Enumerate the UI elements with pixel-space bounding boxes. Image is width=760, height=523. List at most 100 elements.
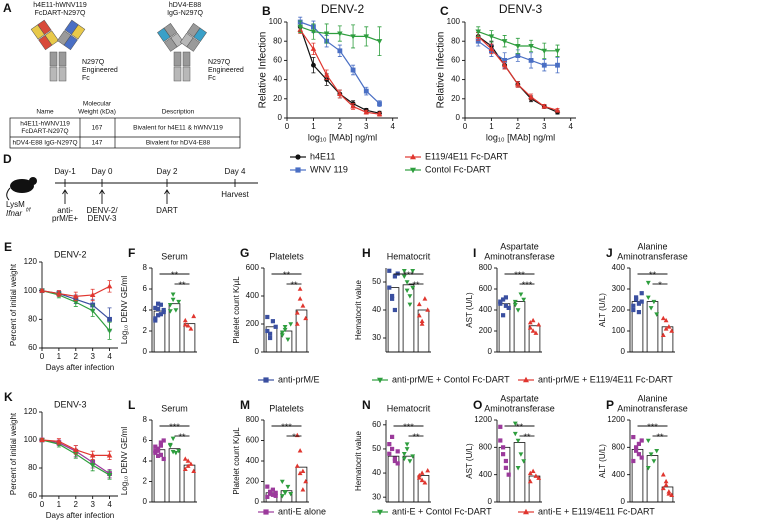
y-tick-label: 60 [28,491,37,500]
molecule-note: Engineered [208,67,244,74]
data-point [303,315,309,321]
data-point [555,62,560,68]
chart-title: Aminotransferase [617,403,688,413]
table-header: Molecular [83,101,112,108]
bar [528,325,541,353]
y-tick-label: 0 [143,347,148,356]
data-point [387,442,392,447]
data-point [475,38,481,44]
data-point [167,442,173,448]
data-point [518,292,524,297]
bar [402,284,415,353]
data-point [663,326,669,331]
data-point [377,101,382,106]
data-point [173,308,179,313]
y-tick-label: 300 [612,284,626,293]
event-arrow [99,189,105,204]
y-tick-label: 4 [143,305,148,314]
significance-label: ** [290,280,298,290]
data-point [182,322,188,327]
y-axis-label: Hematocrit value [354,430,363,491]
data-point [279,333,285,338]
x-axis-label: Days after infection [46,511,114,520]
molecule-note: Engineered [82,67,118,74]
chart-title: DENV-3 [499,2,543,16]
data-point [416,312,422,318]
significance-label: *** [514,270,525,280]
panel-letter: E [4,240,12,254]
data-point [654,448,660,454]
data-point [506,305,511,310]
y-axis-label: Relative Infection [258,32,269,109]
data-point [153,316,158,321]
data-point [515,466,521,471]
data-point [297,286,303,291]
x-tick-label: 3 [90,500,95,509]
data-point [158,312,163,317]
y-tick-label: 0 [456,113,461,122]
y-tick-label: 60 [451,56,460,65]
event-label: DART [156,206,178,215]
data-point [392,458,397,464]
y-tick-label: 600 [479,284,493,293]
data-point [39,437,45,443]
chart-title: Alanine [637,241,667,251]
panel-letter: N [362,398,371,412]
legend-marker [410,167,416,174]
y-tick-label: 400 [246,456,260,465]
data-point [498,438,503,443]
data-point [503,295,508,300]
y-tick-label: 120 [24,257,38,266]
y-tick-label: 100 [24,435,38,444]
y-tick-label: 60 [28,343,37,352]
data-point [651,459,657,464]
data-point [654,312,660,317]
data-point [363,88,369,94]
data-point [515,43,521,49]
x-axis-label: Days after infection [46,363,114,372]
data-point [660,485,666,491]
data-point [156,313,161,318]
data-point [89,452,96,458]
data-point [645,280,651,286]
data-point [273,324,278,329]
data-point [528,43,534,49]
data-point [660,332,666,337]
data-point [265,328,270,334]
data-point [663,478,669,484]
x-tick-label: 0 [40,352,45,361]
data-point [191,468,197,474]
data-point [425,307,431,312]
data-point [300,303,306,308]
y-tick-label: 120 [24,407,38,416]
table-cell: Bivalent for hDV4-E88 [146,140,211,147]
chart-title: Aspartate [500,241,539,251]
significance-label: ** [516,422,524,432]
y-tick-label: 200 [246,319,260,328]
y-tick-label: 8 [143,415,148,424]
data-point [503,458,508,464]
data-point [153,450,158,455]
x-tick-label: 1 [311,122,316,131]
y-tick-label: 800 [612,442,626,451]
data-point [416,301,422,307]
data-point [56,438,62,444]
data-point [89,308,96,314]
y-axis-label: Log₁₀ DENV GE/ml [120,427,129,495]
panel-letter: A [3,1,12,15]
significance-label: ** [171,270,179,280]
bar [387,455,400,503]
data-point [167,309,173,314]
panel-letter: F [128,246,135,260]
data-point [503,303,508,308]
data-point [636,301,641,306]
legend-marker [377,509,383,516]
data-point [297,448,303,453]
data-point [268,335,273,341]
data-point [512,421,518,427]
panel-letter: K [4,390,13,404]
data-point [515,438,521,444]
y-tick-label: 40 [273,75,282,84]
data-point [156,301,161,306]
